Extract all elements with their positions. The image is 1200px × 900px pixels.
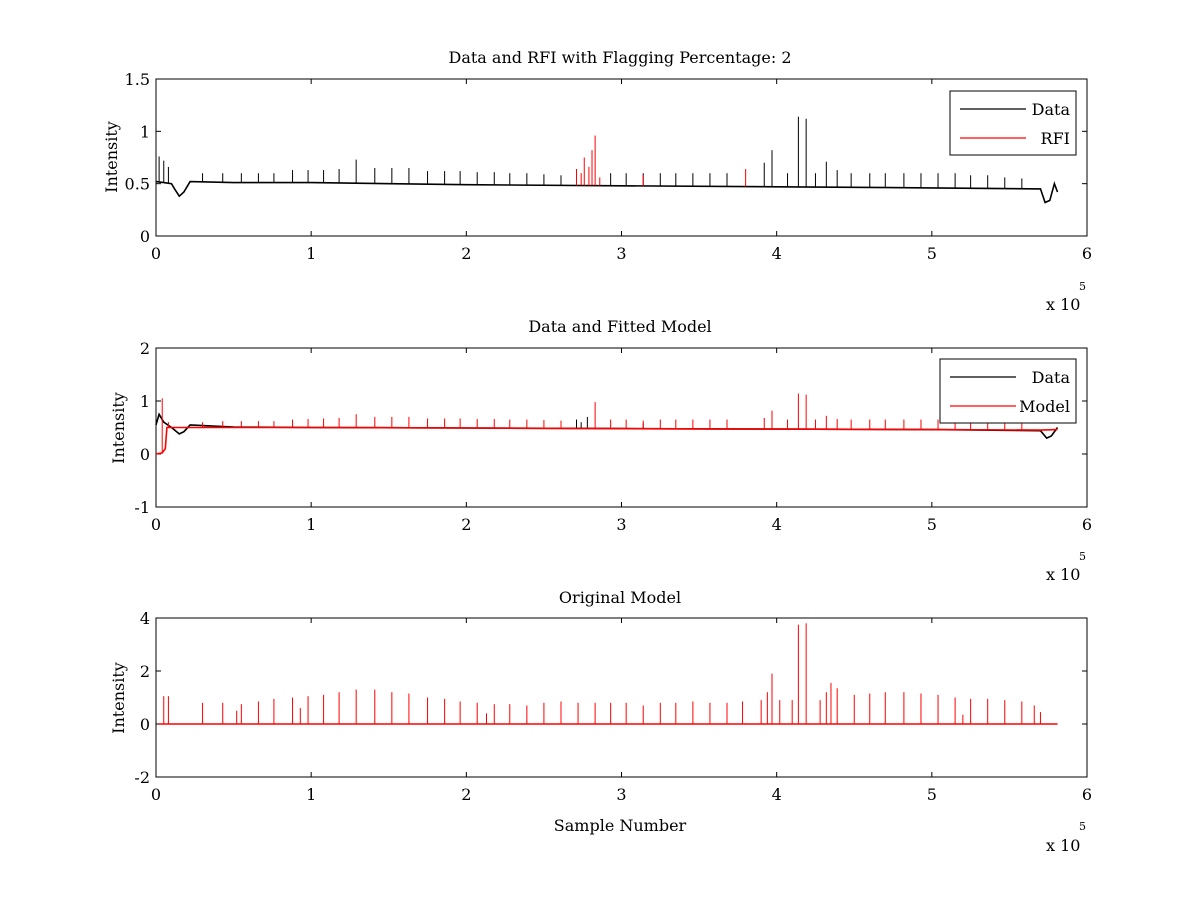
subplot-2-x-multiplier: x 10 <box>1046 565 1080 584</box>
subplot-2-ytick-label: 0 <box>140 445 150 464</box>
subplot-2-xtick-label: 3 <box>616 515 626 534</box>
subplot-2-legend: Data Model <box>939 358 1077 424</box>
subplot-2-legend-label-model: Model <box>1019 397 1070 416</box>
subplot-1-xtick-label: 2 <box>461 244 471 263</box>
subplot-3-ytick-label: -2 <box>134 768 150 787</box>
subplot-2-x-multiplier-exp: 5 <box>1079 550 1086 563</box>
subplot-1-xtick-label: 5 <box>927 244 937 263</box>
subplot-2-ytick-label: -1 <box>134 498 150 517</box>
subplot-1-xtick-label: 6 <box>1082 244 1092 263</box>
subplot-2-xtick-label: 1 <box>306 515 316 534</box>
subplot-1-legend: Data RFI <box>949 90 1077 156</box>
subplot-1-legend-box <box>949 90 1077 156</box>
subplot-1-legend-label-rfi: RFI <box>1041 129 1070 148</box>
subplot-1-series-data-line <box>155 180 1059 204</box>
subplot-1-x-multiplier: x 10 <box>1046 295 1080 314</box>
subplot-1-ytick-label: 0.5 <box>125 175 150 194</box>
subplot-2-title: Data and Fitted Model <box>528 317 711 336</box>
subplot-3-ytick-label: 2 <box>140 662 150 681</box>
subplot-3-xtick-label: 3 <box>616 785 626 804</box>
subplot-3-xlabel: Sample Number <box>554 816 687 835</box>
subplot-2-ylabel: Intensity <box>109 392 128 464</box>
subplot-1-xtick-label: 0 <box>151 244 161 263</box>
subplot-3-axes-box <box>155 617 1088 778</box>
subplot-1-axes-box <box>155 78 1088 237</box>
subplot-2-xtick-label: 2 <box>461 515 471 534</box>
subplot-1-ytick-label: 0 <box>140 227 150 246</box>
subplot-3-title: Original Model <box>559 588 681 607</box>
subplot-3-ytick-label: 4 <box>140 609 150 628</box>
subplot-1-xtick-label: 3 <box>616 244 626 263</box>
subplot-2-series-model-line <box>155 426 1058 455</box>
subplot-3-xtick-label: 5 <box>927 785 937 804</box>
subplot-3-xtick-label: 2 <box>461 785 471 804</box>
subplot-3-ylabel: Intensity <box>109 662 128 734</box>
subplot-2-ytick-label: 1 <box>140 392 150 411</box>
subplot-1: Data and RFI with Flagging Percentage: 2… <box>102 48 1092 314</box>
subplot-1-ytick-label: 1.5 <box>125 70 150 89</box>
subplot-3-xtick-label: 0 <box>151 785 161 804</box>
subplot-3-ytick-label: 0 <box>140 715 150 734</box>
subplot-2-ytick-label: 2 <box>140 339 150 358</box>
subplot-1-legend-label-data: Data <box>1032 100 1071 119</box>
subplot-2-xtick-label: 5 <box>927 515 937 534</box>
subplot-3-xtick-label: 6 <box>1082 785 1092 804</box>
subplot-1-xtick-label: 4 <box>772 244 782 263</box>
subplot-2-legend-label-data: Data <box>1032 368 1071 387</box>
subplot-1-xtick-label: 1 <box>306 244 316 263</box>
subplot-1-title: Data and RFI with Flagging Percentage: 2 <box>448 48 791 67</box>
subplot-3-x-multiplier: x 10 <box>1046 836 1080 855</box>
subplot-2-xtick-label: 0 <box>151 515 161 534</box>
subplot-1-ylabel: Intensity <box>102 121 121 193</box>
subplot-1-x-multiplier-exp: 5 <box>1079 280 1086 293</box>
subplot-1-ytick-label: 1 <box>140 122 150 141</box>
subplot-1-plot-area: 0 1 2 3 4 5 6 0 0.5 1 1.5 Data RFI <box>125 70 1093 263</box>
subplot-3-x-multiplier-exp: 5 <box>1079 820 1086 833</box>
subplot-2: Data and Fitted Model Intensity x 10 5 0… <box>109 317 1092 584</box>
subplot-2-legend-box <box>939 358 1077 424</box>
subplot-3: Original Model Intensity Sample Number x… <box>109 588 1092 855</box>
subplot-3-xtick-label: 1 <box>306 785 316 804</box>
subplot-2-xtick-label: 6 <box>1082 515 1092 534</box>
subplot-2-xtick-label: 4 <box>772 515 782 534</box>
subplot-3-xtick-label: 4 <box>772 785 782 804</box>
